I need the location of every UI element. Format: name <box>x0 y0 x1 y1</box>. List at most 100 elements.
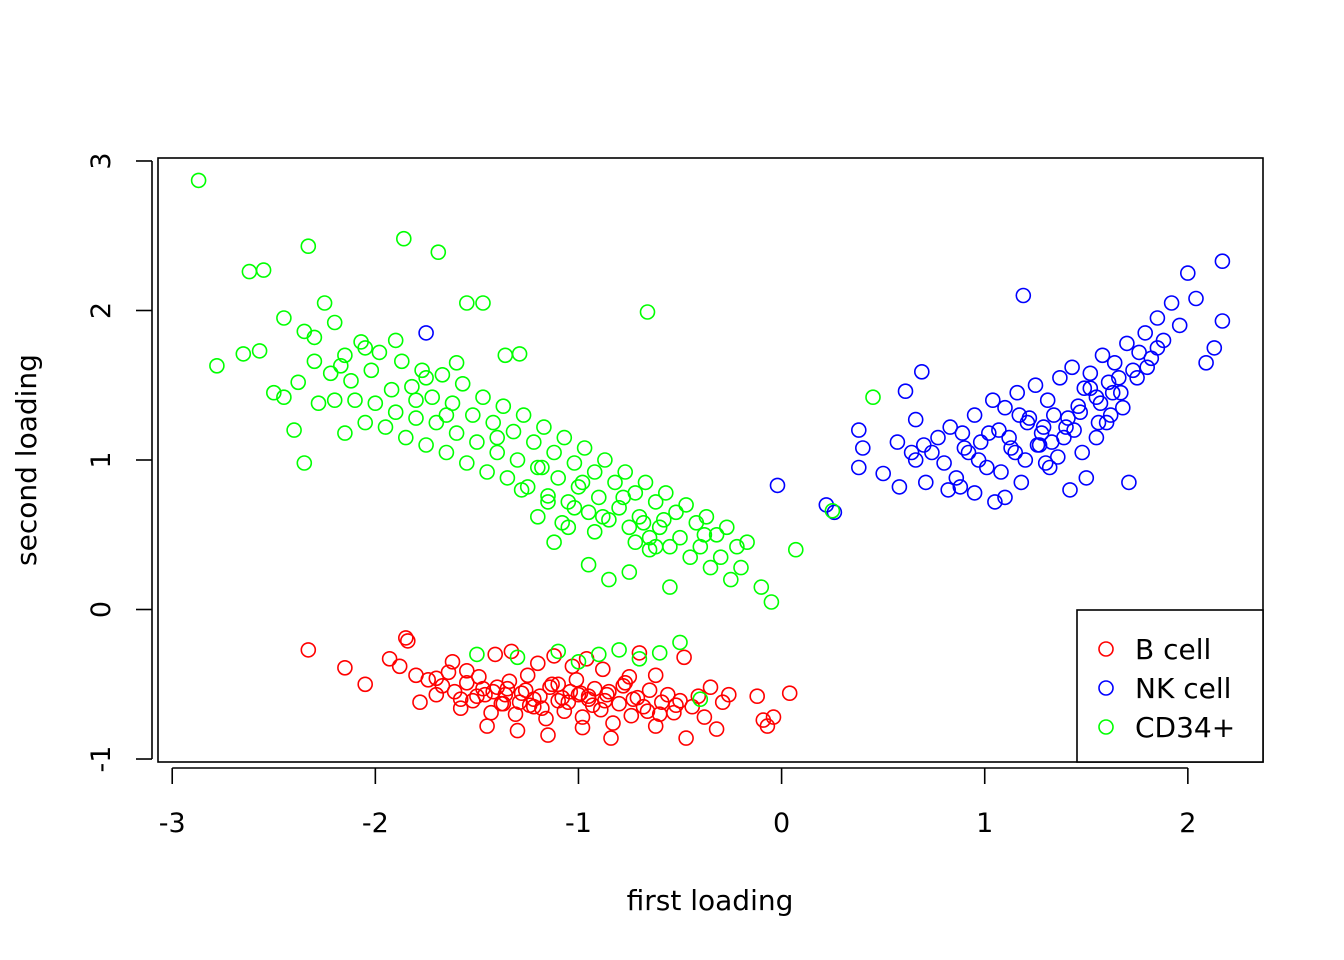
data-point <box>722 571 739 588</box>
data-point <box>997 399 1013 416</box>
data-point <box>708 526 725 543</box>
data-point <box>546 648 562 664</box>
data-point <box>651 706 668 723</box>
data-point <box>594 661 611 678</box>
data-point <box>1119 335 1135 352</box>
data-point <box>412 694 428 711</box>
data-point <box>952 479 969 495</box>
data-point <box>509 649 526 666</box>
data-point <box>534 459 550 476</box>
data-point <box>682 549 699 566</box>
data-point <box>418 325 434 341</box>
data-point <box>566 455 583 471</box>
data-point <box>276 310 292 326</box>
data-point <box>511 346 528 362</box>
data-point <box>850 459 867 476</box>
data-point <box>1102 407 1119 423</box>
y-axis: -1 0 1 2 3 <box>86 152 153 772</box>
data-point <box>635 514 652 531</box>
data-point <box>611 642 627 658</box>
data-point <box>672 692 688 709</box>
data-point <box>546 534 562 551</box>
data-point <box>631 650 648 667</box>
data-point <box>487 646 504 663</box>
data-point <box>469 434 485 450</box>
data-point <box>560 494 577 510</box>
data-point <box>956 440 973 456</box>
data-point <box>529 508 546 525</box>
data-point <box>865 389 881 406</box>
x-tick-label: 0 <box>773 808 790 839</box>
data-point <box>651 519 668 536</box>
data-point <box>1076 380 1093 397</box>
data-point <box>540 494 556 510</box>
data-point <box>586 464 603 480</box>
data-point <box>590 646 607 663</box>
data-point <box>625 691 642 708</box>
data-point <box>966 485 983 501</box>
data-point <box>458 295 475 311</box>
data-point <box>637 474 654 491</box>
data-point <box>418 369 434 386</box>
data-point <box>749 688 766 705</box>
data-point <box>753 579 770 595</box>
data-point <box>444 653 461 670</box>
data-point <box>615 677 632 694</box>
data-point <box>611 499 627 516</box>
data-point <box>1082 365 1099 382</box>
data-point <box>611 695 627 712</box>
data-point <box>399 633 416 649</box>
data-point <box>1098 414 1115 431</box>
data-point <box>1214 313 1231 329</box>
data-point <box>913 363 930 380</box>
data-point <box>316 295 333 311</box>
data-point <box>1092 395 1109 412</box>
data-point <box>917 474 934 491</box>
data-point <box>854 440 871 456</box>
data-point <box>434 366 451 383</box>
data-point <box>1013 474 1030 491</box>
data-point <box>574 709 591 725</box>
data-point <box>550 643 567 660</box>
data-point <box>702 679 719 696</box>
data-point <box>479 464 495 480</box>
data-point <box>1121 474 1137 491</box>
data-point <box>525 691 542 708</box>
data-point <box>513 685 530 702</box>
data-point <box>631 645 648 661</box>
legend-marker <box>1098 641 1114 657</box>
data-point <box>505 423 522 440</box>
data-point <box>991 422 1007 438</box>
legend-marker <box>1098 680 1114 696</box>
data-point <box>659 686 676 703</box>
data-point <box>930 429 946 446</box>
data-point <box>265 384 282 401</box>
data-point <box>477 686 493 703</box>
data-point <box>1104 384 1121 401</box>
data-point <box>891 479 908 495</box>
data-point <box>393 353 410 370</box>
data-point <box>1088 429 1105 446</box>
data-point <box>337 347 353 364</box>
data-point <box>1050 449 1066 465</box>
data-point <box>597 452 613 468</box>
legend-label: NK cell <box>1135 672 1231 705</box>
data-point <box>889 434 906 450</box>
data-point <box>617 464 634 480</box>
data-point <box>615 489 632 506</box>
data-point <box>592 701 609 718</box>
data-point <box>251 343 268 359</box>
data-point <box>915 437 932 453</box>
data-point <box>418 437 434 453</box>
data-point <box>209 357 225 374</box>
data-point <box>1074 444 1090 461</box>
data-point <box>515 407 532 423</box>
data-point <box>570 653 587 670</box>
data-point <box>668 697 684 714</box>
data-point <box>1082 380 1099 397</box>
data-point <box>529 655 546 672</box>
data-point <box>980 425 997 441</box>
data-point <box>332 357 349 374</box>
data-point <box>397 429 414 446</box>
x-tick-label: 2 <box>1179 808 1196 839</box>
